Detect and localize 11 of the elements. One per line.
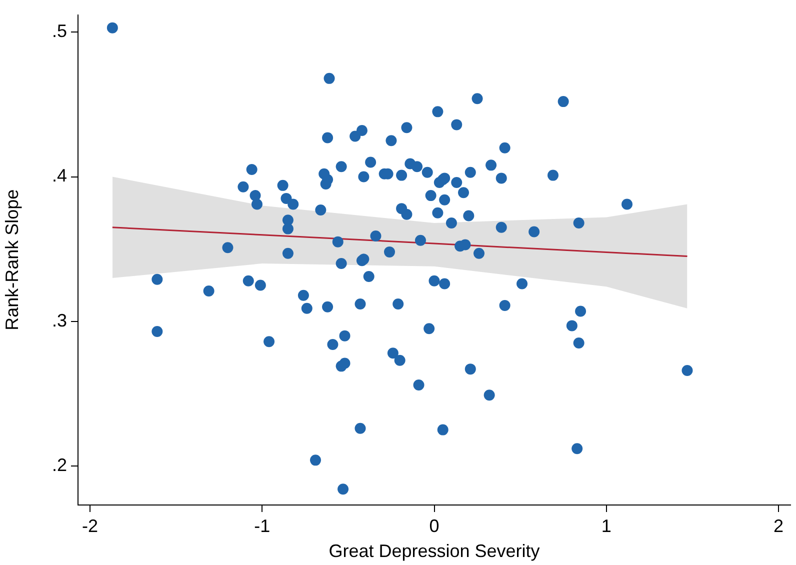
x-tick-label: 2 (773, 516, 784, 536)
y-tick-label: .2 (52, 454, 67, 475)
y-tick-label: .4 (52, 166, 67, 186)
x-tick-label: -2 (82, 516, 98, 536)
y-tick-label: .3 (52, 310, 67, 330)
y-axis-title: Rank-Rank Slope (2, 189, 22, 330)
x-axis-title: Great Depression Severity (328, 541, 540, 562)
x-tick-label: 1 (601, 516, 612, 536)
y-tick-label: .5 (52, 21, 67, 42)
x-tick-label: 0 (429, 516, 440, 536)
x-tick-label: -1 (254, 516, 270, 536)
